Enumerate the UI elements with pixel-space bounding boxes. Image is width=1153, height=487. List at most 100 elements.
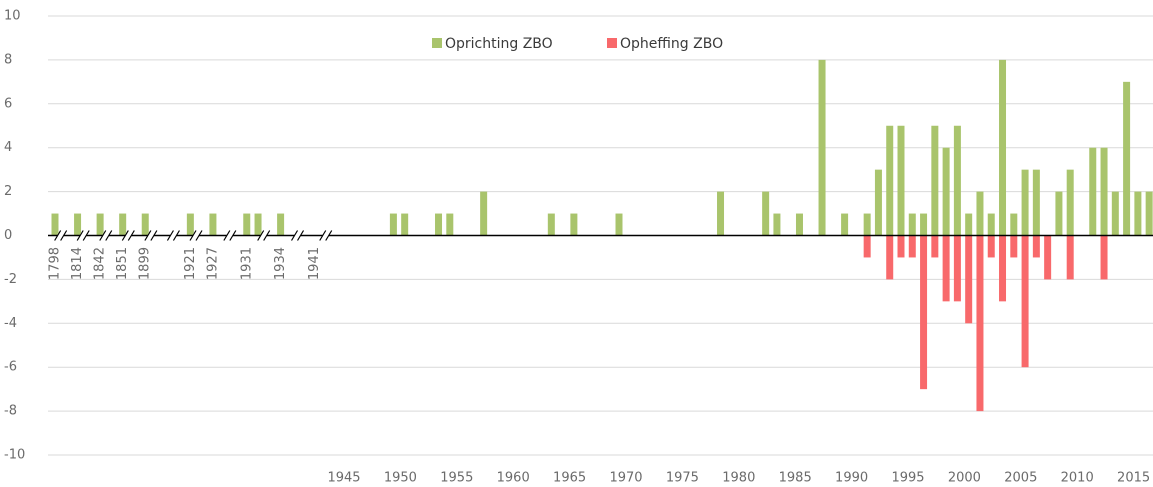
bar <box>1010 235 1018 258</box>
y-tick-label: 2 <box>4 184 12 199</box>
bar <box>277 213 285 236</box>
legend: Oprichting ZBO Opheffing ZBO <box>432 36 723 52</box>
bar <box>389 213 397 236</box>
bar <box>1066 169 1074 236</box>
bar <box>841 213 849 236</box>
axis-break <box>297 230 305 241</box>
bar <box>942 235 950 302</box>
bar <box>999 59 1007 236</box>
axis-break-gap <box>125 233 132 238</box>
x-tick-label: 1950 <box>384 471 417 486</box>
bar <box>141 213 149 236</box>
axis-break-gap <box>294 233 301 238</box>
bar <box>570 213 578 236</box>
bar <box>818 59 826 236</box>
bar <box>886 235 894 280</box>
y-tick-label: 8 <box>4 52 12 67</box>
bar <box>1032 235 1040 258</box>
bar <box>1032 169 1040 236</box>
bar <box>976 235 984 412</box>
axis-break <box>172 230 180 241</box>
bar <box>243 213 251 236</box>
x-tick-label: 1851 <box>115 247 130 280</box>
bar <box>480 191 488 236</box>
bar <box>1100 147 1108 236</box>
y-tick-label: -8 <box>4 404 17 419</box>
x-tick-label: 1965 <box>553 471 586 486</box>
axis-break <box>189 230 197 241</box>
axis-break <box>257 230 265 241</box>
bar <box>717 191 725 236</box>
axis-break <box>76 230 84 241</box>
x-tick-label: 1945 <box>327 471 360 486</box>
bar <box>987 213 995 236</box>
bar <box>762 191 770 236</box>
axis-break-gap <box>80 233 87 238</box>
axis-break-gap <box>322 233 329 238</box>
bar <box>401 213 409 236</box>
x-tick-label: 1798 <box>48 247 63 280</box>
bar <box>795 213 803 236</box>
bar <box>1066 235 1074 280</box>
x-tick-label: 1814 <box>70 247 85 280</box>
bar <box>74 213 82 236</box>
x-tick-label: 1842 <box>93 247 108 280</box>
axis-break <box>325 230 333 241</box>
bar <box>1145 191 1153 236</box>
bar <box>254 213 262 236</box>
bar <box>920 235 928 390</box>
axis-break <box>195 230 203 241</box>
x-tick-label: 1955 <box>440 471 473 486</box>
y-tick-label: 0 <box>4 228 12 243</box>
bar <box>863 213 871 236</box>
bar <box>999 235 1007 302</box>
legend-label: Oprichting ZBO <box>445 36 553 52</box>
x-tick-label: 1941 <box>307 247 322 280</box>
bar <box>1100 235 1108 280</box>
bar <box>547 213 555 236</box>
y-tick-label: -10 <box>4 448 25 463</box>
y-tick-label: -2 <box>4 272 17 287</box>
x-tick-label: 1921 <box>183 247 198 280</box>
axis-break <box>99 230 107 241</box>
bar <box>1134 191 1142 236</box>
bar <box>446 213 454 236</box>
axis-break <box>144 230 152 241</box>
bar <box>920 213 928 236</box>
axis-break <box>121 230 129 241</box>
bar <box>908 213 916 236</box>
axis-break-gap <box>170 233 177 238</box>
axis-break <box>82 230 90 241</box>
x-tick-label: 2015 <box>1117 471 1150 486</box>
bar <box>987 235 995 258</box>
x-tick-label: 1899 <box>138 247 153 280</box>
x-tick-label: 2005 <box>1004 471 1037 486</box>
bar <box>965 213 973 236</box>
x-tick-label: 1927 <box>205 247 220 280</box>
bar <box>615 213 623 236</box>
bar <box>1123 81 1131 236</box>
axis-break <box>127 230 135 241</box>
bar <box>1089 147 1097 236</box>
legend-label: Opheffing ZBO <box>620 36 723 52</box>
bar <box>931 125 939 236</box>
bar <box>773 213 781 236</box>
axis-break <box>166 230 174 241</box>
x-tick-label: 2010 <box>1061 471 1094 486</box>
axis-break-gap <box>226 233 233 238</box>
axis-break-gap <box>102 233 109 238</box>
axis-break <box>150 230 158 241</box>
axis-break <box>60 230 68 241</box>
y-tick-label: 4 <box>4 140 12 155</box>
axis-break <box>105 230 113 241</box>
legend-swatch <box>432 38 442 48</box>
bar <box>897 235 905 258</box>
axis-break-gap <box>193 233 199 238</box>
bar <box>1055 191 1063 236</box>
x-tick-label: 1960 <box>497 471 530 486</box>
bar <box>51 213 59 236</box>
axis-break <box>263 230 271 241</box>
x-tick-label: 2000 <box>948 471 981 486</box>
x-tick-label: 1934 <box>273 247 288 280</box>
